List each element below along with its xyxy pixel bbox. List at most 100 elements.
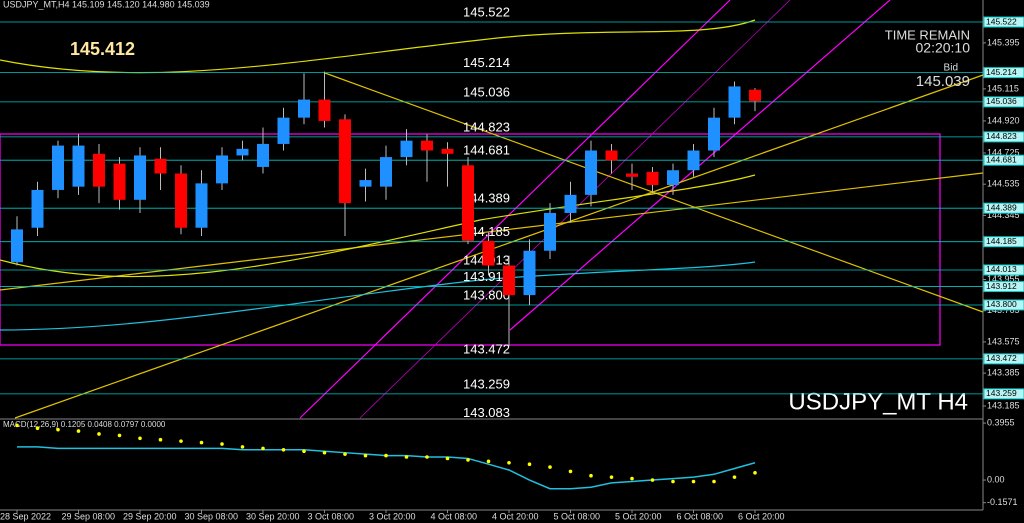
candle-body — [359, 180, 372, 187]
level-label: 144.389 — [463, 191, 510, 206]
range-box — [0, 133, 941, 346]
macd-label: MACD(12,26,9) 0.1205 0.0408 0.0797 0.000… — [3, 420, 166, 429]
x-tick-label: 28 Sep 2022 — [0, 511, 51, 521]
signal-dot — [138, 436, 142, 441]
x-tick-label: 29 Sep 20:00 — [123, 511, 177, 521]
y-tick-label: 144.920 — [987, 115, 1020, 125]
band-line — [0, 174, 756, 278]
candle-body — [216, 155, 228, 184]
level-axis-label: 145.522 — [986, 16, 1017, 26]
signal-dot — [35, 426, 40, 431]
x-tick-label: 6 Oct 20:00 — [738, 511, 785, 521]
level-box — [983, 236, 1024, 248]
level-axis-label: 143.912 — [986, 281, 1017, 291]
bid-label: Bid — [944, 63, 958, 74]
x-tick-label: 3 Oct 20:00 — [369, 511, 416, 521]
candle-body — [728, 86, 741, 118]
candle-body — [380, 157, 392, 187]
signal-dot — [589, 473, 593, 478]
signal-dot — [240, 445, 245, 449]
signal-dot — [671, 479, 675, 484]
candle-body — [482, 240, 495, 266]
candle-body — [175, 173, 187, 228]
level-box — [983, 388, 1024, 400]
signal-dot — [609, 475, 614, 479]
level-box — [983, 202, 1024, 214]
x-tick-label: 30 Sep 08:00 — [185, 511, 239, 521]
candle-body — [277, 117, 290, 144]
candle-body — [564, 194, 577, 213]
channel-line — [509, 0, 891, 331]
level-label: 143.259 — [463, 376, 510, 391]
y-tick-label: 144.345 — [987, 210, 1020, 220]
candle-body — [195, 183, 208, 228]
signal-dot — [220, 442, 224, 446]
signal-dot — [712, 479, 716, 484]
average-line — [0, 261, 756, 331]
x-tick-label: 5 Oct 20:00 — [615, 511, 662, 521]
level-label: 145.214 — [463, 55, 510, 70]
candle-body — [462, 165, 474, 241]
signal-dot — [507, 460, 511, 465]
level-axis-label: 143.800 — [986, 299, 1017, 309]
price-note: 145.412 — [70, 39, 135, 59]
level-axis-label: 145.214 — [986, 67, 1017, 77]
signal-dot — [691, 479, 696, 484]
signal-dot — [466, 458, 470, 462]
y-tick-label: 144.535 — [987, 179, 1020, 189]
header: USDJPY_MT,H4 145.109 145.120 144.980 145… — [3, 0, 210, 9]
signal-dot — [404, 455, 409, 459]
x-tick-label: 4 Oct 08:00 — [431, 511, 478, 521]
signal-dot — [97, 432, 101, 436]
level-axis-label: 144.823 — [986, 131, 1017, 141]
signal-dot — [753, 471, 757, 475]
candle-body — [687, 150, 700, 171]
y-tick-label: -0.1571 — [987, 497, 1018, 507]
signal-dot — [384, 453, 388, 458]
signal-dot — [445, 456, 450, 461]
level-label: 144.823 — [463, 119, 510, 134]
level-label: 145.522 — [463, 4, 510, 19]
candle-body — [749, 89, 761, 102]
level-axis-label: 144.185 — [986, 236, 1017, 246]
candle-body — [236, 148, 249, 156]
level-box — [983, 299, 1024, 311]
candle-body — [154, 158, 167, 174]
candle-body — [72, 145, 85, 187]
level-label: 145.036 — [463, 84, 510, 99]
candle-body — [318, 99, 331, 121]
candle-body — [93, 153, 105, 187]
level-box — [983, 264, 1024, 276]
signal-dot — [363, 453, 368, 458]
time-remain-label: TIME REMAIN — [885, 27, 970, 42]
symbol-label: USDJPY_MT H4 — [788, 388, 968, 415]
candle-body — [646, 171, 659, 186]
y-tick-label: 143.955 — [987, 274, 1020, 284]
x-tick-label: 4 Oct 20:00 — [492, 511, 539, 521]
candle-body — [134, 155, 146, 200]
signal-dot — [76, 429, 81, 433]
x-tick-label: 5 Oct 08:00 — [554, 511, 601, 521]
candle-body — [113, 163, 126, 200]
x-tick-label: 6 Oct 08:00 — [677, 511, 724, 521]
trend-line — [14, 74, 984, 419]
level-box — [983, 131, 1024, 143]
signal-dot — [15, 423, 19, 428]
level-box — [983, 281, 1024, 293]
signal-dot — [630, 476, 634, 481]
signal-dot — [302, 449, 306, 454]
level-label: 144.185 — [463, 224, 510, 239]
signal-dot — [732, 475, 737, 479]
candle-body — [503, 265, 515, 296]
level-axis-label: 144.681 — [986, 154, 1017, 164]
candle-body — [585, 150, 597, 195]
signal-dot — [56, 427, 60, 432]
level-label: 143.800 — [463, 287, 510, 302]
candle-body — [605, 150, 618, 161]
x-tick-label: 30 Sep 20:00 — [246, 511, 300, 521]
candle-body — [523, 250, 536, 296]
y-tick-label: 143.185 — [987, 400, 1020, 410]
trend-line — [0, 172, 984, 291]
